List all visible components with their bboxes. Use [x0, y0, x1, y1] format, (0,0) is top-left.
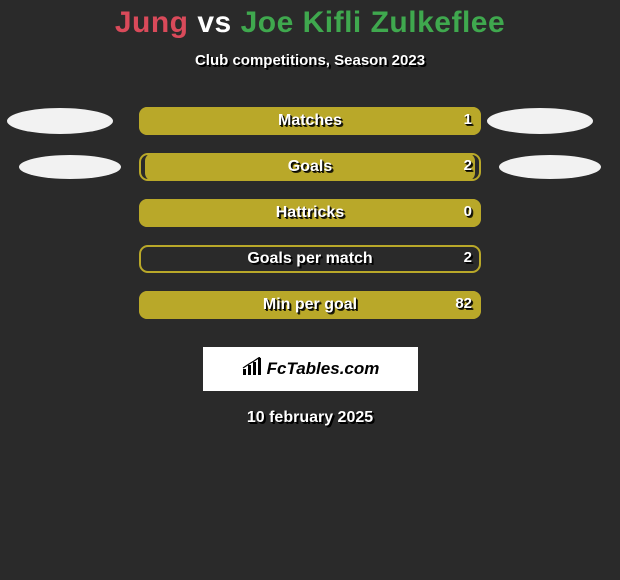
stat-row: Hattricks0: [0, 199, 620, 227]
stat-row: Goals per match2: [0, 245, 620, 273]
bar-fill: [139, 291, 481, 319]
player2-name: Joe Kifli Zulkeflee: [241, 6, 506, 39]
stat-row: Goals2: [0, 153, 620, 181]
page-title: Jung vs Joe Kifli Zulkeflee: [115, 6, 505, 40]
footer-date: 10 february 2025: [247, 409, 373, 427]
subtitle: Club competitions, Season 2023: [195, 52, 425, 69]
infographic-container: Jung vs Joe Kifli Zulkeflee Club competi…: [0, 0, 620, 427]
stat-value-right: 1: [464, 111, 472, 128]
logo-box: FcTables.com: [203, 347, 418, 391]
stat-rows: Matches1 Goals2 Hattricks0 Goals per match2…: [0, 107, 620, 319]
logo-text: FcTables.com: [267, 359, 380, 379]
decorative-ellipse: [487, 108, 593, 134]
bar-chart-icon: [241, 357, 263, 382]
stat-value-right: 82: [455, 295, 472, 312]
player1-name: Jung: [115, 6, 189, 39]
logo-inner: FcTables.com: [241, 357, 380, 382]
decorative-ellipse: [7, 108, 113, 134]
stat-value-right: 2: [464, 157, 472, 174]
vs-text: vs: [197, 6, 231, 39]
stat-row: Matches1: [0, 107, 620, 135]
stat-value-right: 2: [464, 249, 472, 266]
stat-row: Min per goal82: [0, 291, 620, 319]
decorative-ellipse: [499, 155, 601, 179]
bar-fill: [139, 199, 481, 227]
bar-fill: [145, 153, 475, 181]
stat-value-right: 0: [464, 203, 472, 220]
bar-outline: [139, 245, 481, 273]
bar-fill: [139, 107, 481, 135]
decorative-ellipse: [19, 155, 121, 179]
